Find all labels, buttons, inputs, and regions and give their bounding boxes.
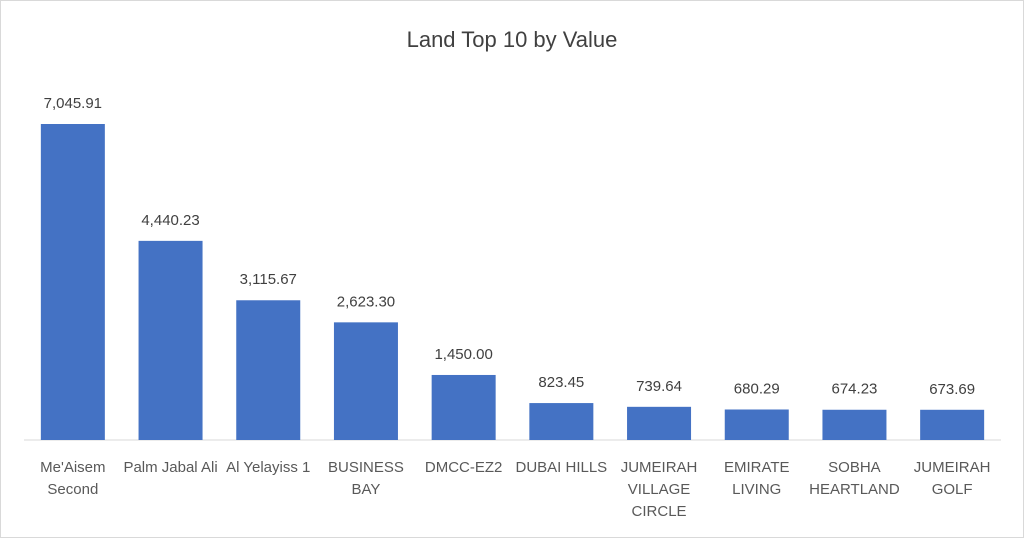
bar <box>627 406 692 440</box>
bar <box>333 322 398 440</box>
value-label: 3,115.67 <box>240 271 297 288</box>
value-label: 823.45 <box>538 374 584 391</box>
x-tick-label: Palm Jabal Ali <box>123 459 218 476</box>
bar <box>138 240 203 440</box>
value-label: 4,440.23 <box>141 212 199 229</box>
bar <box>822 409 887 440</box>
bar <box>920 409 985 440</box>
bar <box>40 124 105 440</box>
bar <box>724 409 789 440</box>
bar <box>431 374 496 440</box>
x-tick-label: BUSINESS BAY <box>328 459 404 498</box>
x-tick-label: DMCC-EZ2 <box>424 459 503 476</box>
x-tick-label: SOBHA HEARTLAND <box>809 459 900 498</box>
value-label: 1,450.00 <box>434 346 492 363</box>
bar <box>529 403 594 440</box>
value-label: 7,045.91 <box>44 95 102 112</box>
x-tick-label: Me'Aisem Second <box>40 459 106 498</box>
x-tick-label: Al Yelayiss 1 <box>226 459 311 476</box>
value-label: 680.29 <box>734 380 780 397</box>
bar <box>236 300 301 440</box>
x-tick-label: EMIRATE LIVING <box>723 459 790 498</box>
x-tick-label: JUMEIRAH GOLF <box>913 459 991 498</box>
value-label: 739.64 <box>636 378 682 395</box>
value-label: 2,623.30 <box>337 293 395 310</box>
x-tick-label: DUBAI HILLS <box>515 459 608 476</box>
value-label: 673.69 <box>929 381 975 398</box>
x-tick-label: JUMEIRAH VILLAGE CIRCLE <box>620 459 698 520</box>
value-label: 674.23 <box>832 381 878 398</box>
chart-title: Land Top 10 by Value <box>407 27 618 52</box>
